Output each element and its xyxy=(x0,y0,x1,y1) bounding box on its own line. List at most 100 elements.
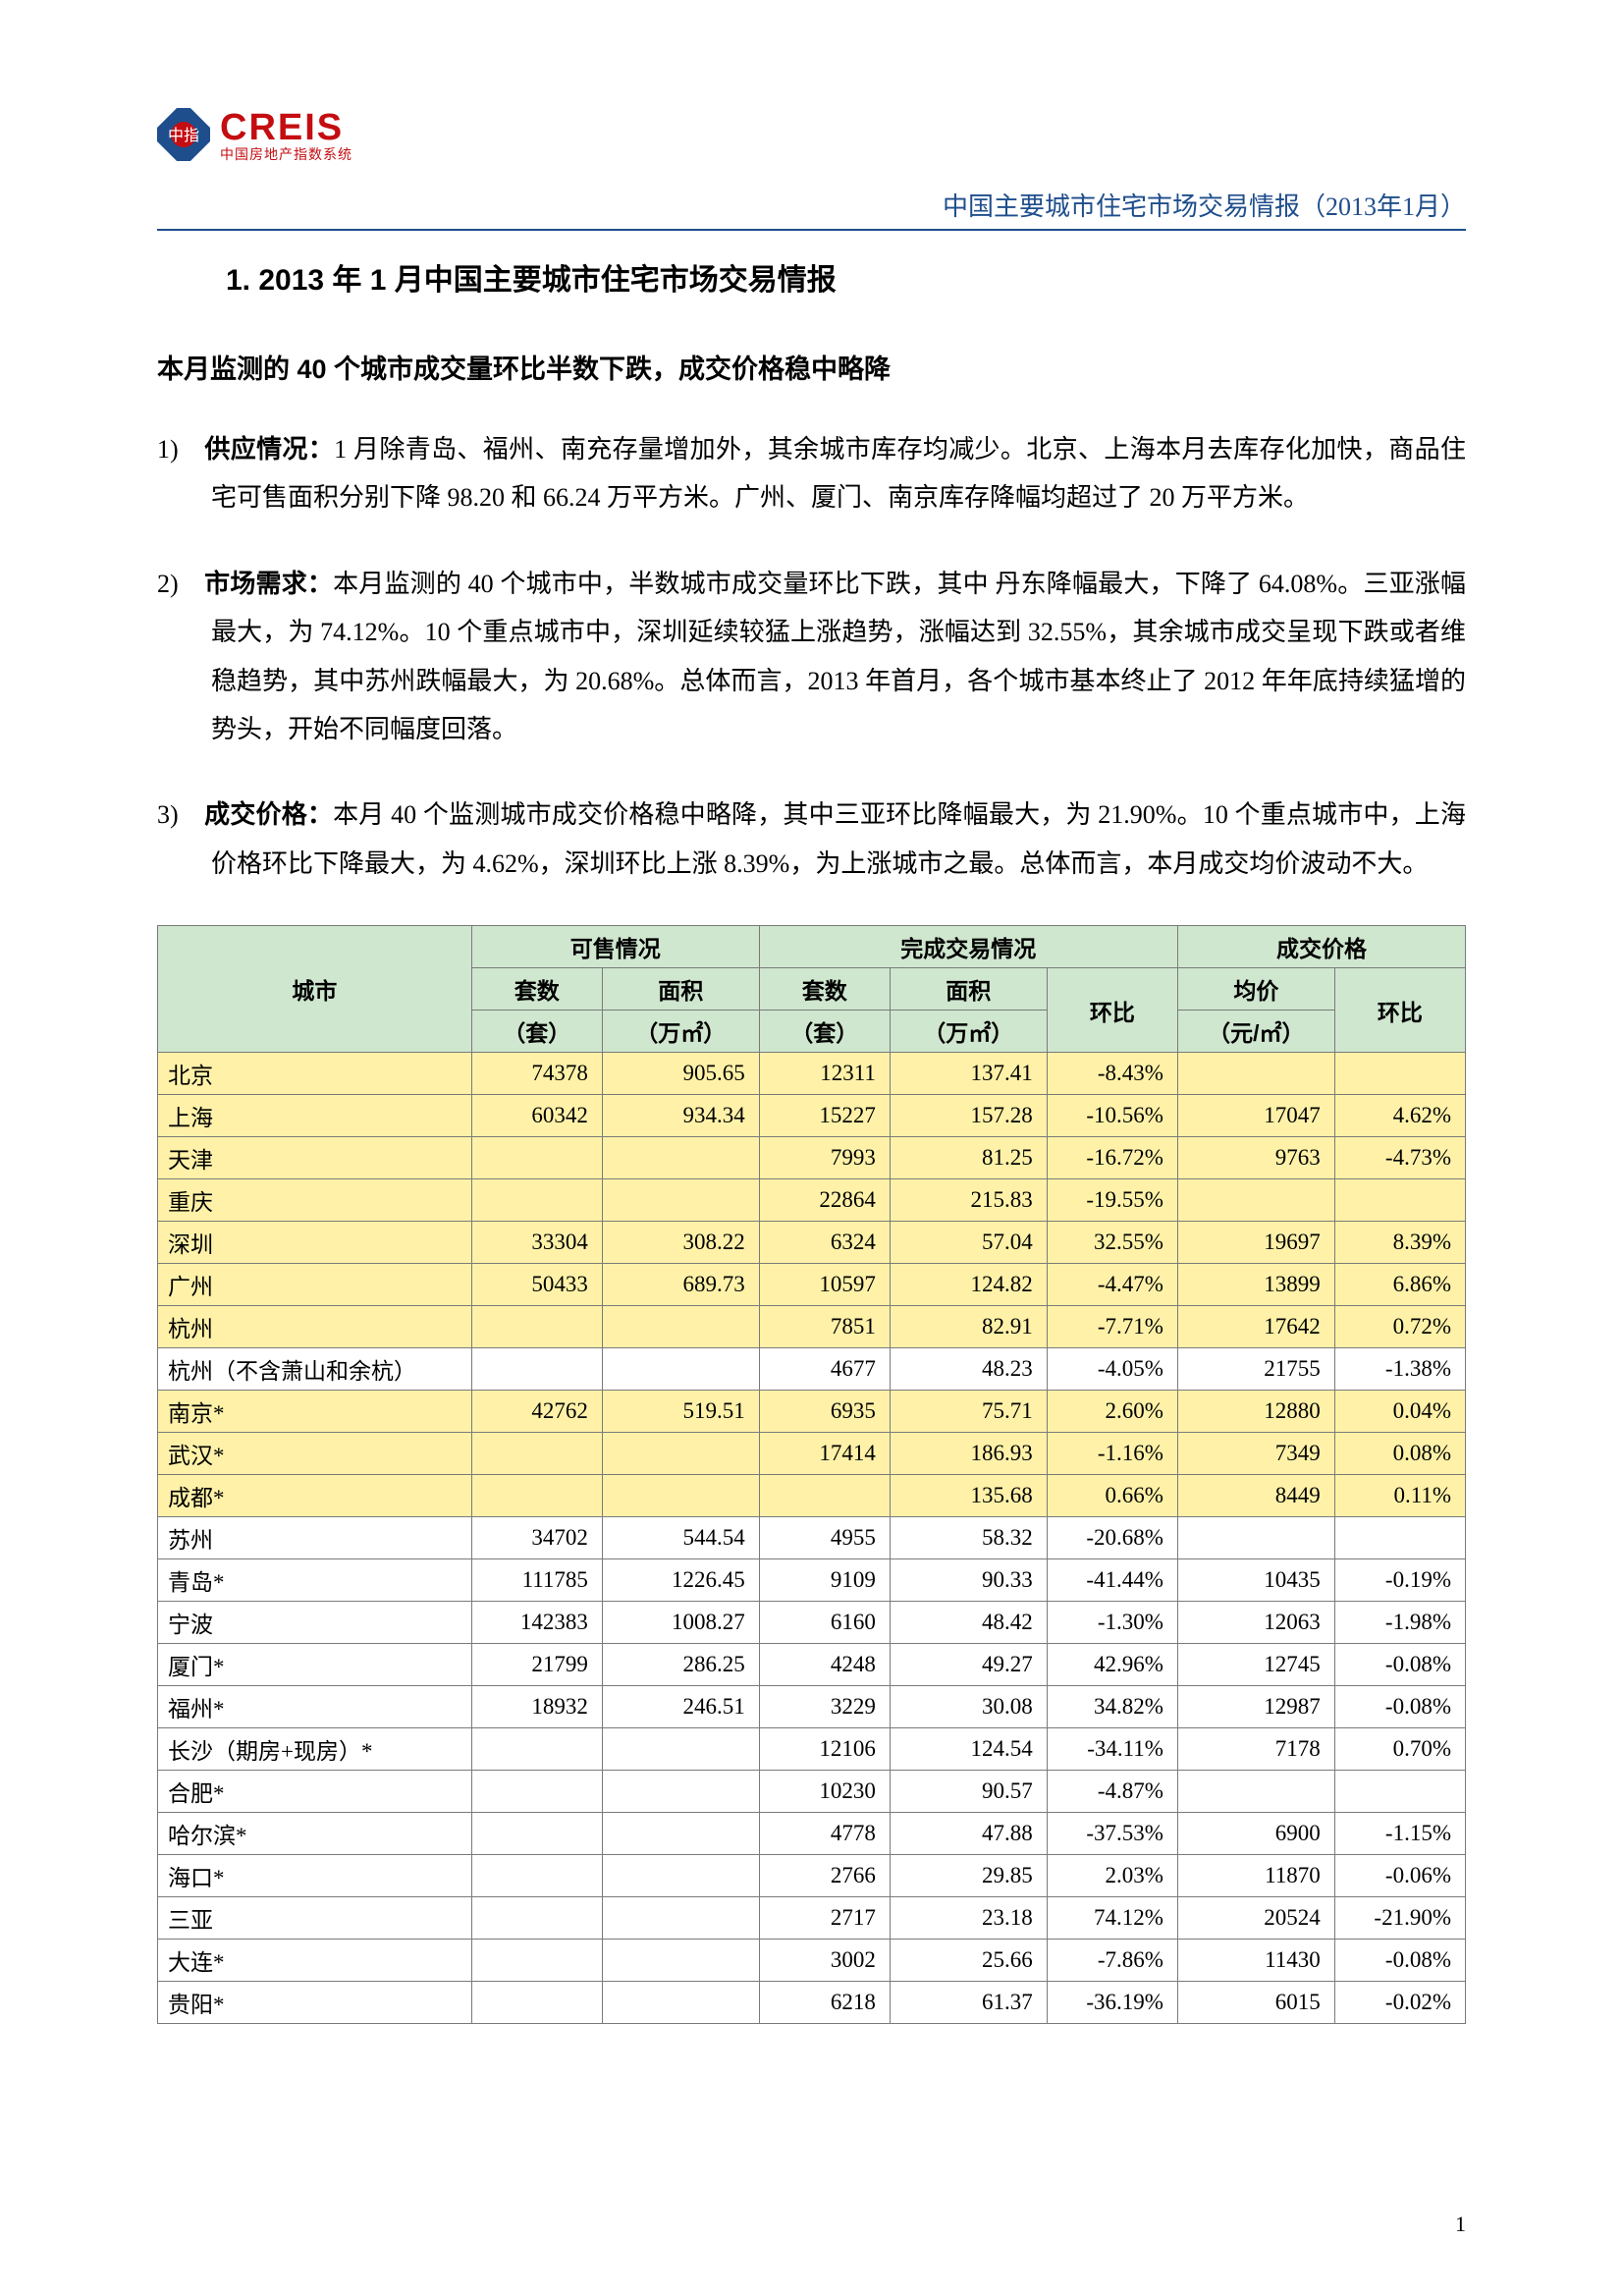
cell-value: 934.34 xyxy=(602,1095,759,1137)
cell-value: 49.27 xyxy=(890,1644,1047,1686)
cell-value: 9763 xyxy=(1177,1137,1334,1179)
cell-value xyxy=(1334,1179,1465,1222)
cell-value: 42.96% xyxy=(1047,1644,1177,1686)
table-row: 广州50433689.7310597124.82-4.47%138996.86% xyxy=(158,1264,1466,1306)
paragraph-label: 成交价格： xyxy=(204,799,333,829)
cell-value xyxy=(602,1855,759,1897)
cell-value xyxy=(471,1179,602,1222)
th-area2-unit: （万㎡） xyxy=(890,1011,1047,1053)
cell-value: 135.68 xyxy=(890,1475,1047,1517)
cell-value: 75.71 xyxy=(890,1391,1047,1433)
table-row: 大连*300225.66-7.86%11430-0.08% xyxy=(158,1940,1466,1982)
cell-value: 61.37 xyxy=(890,1982,1047,2024)
paragraph-text: 本月监测的 40 个城市中，半数城市成交量环比下跌，其中 丹东降幅最大，下降了 … xyxy=(211,570,1466,743)
cell-value: 2717 xyxy=(759,1897,890,1940)
page-number: 1 xyxy=(1455,2212,1466,2237)
cell-value: 10435 xyxy=(1177,1559,1334,1602)
logo-text: CREIS 中国房地产指数系统 xyxy=(220,109,352,165)
cell-value: 0.70% xyxy=(1334,1728,1465,1771)
table-row: 哈尔滨*477847.88-37.53%6900-1.15% xyxy=(158,1813,1466,1855)
cell-value xyxy=(471,1728,602,1771)
cell-value: -8.43% xyxy=(1047,1053,1177,1095)
cell-value: 29.85 xyxy=(890,1855,1047,1897)
th-hb1: 环比 xyxy=(1047,968,1177,1053)
cell-value: 246.51 xyxy=(602,1686,759,1728)
table-row: 南京*42762519.51693575.712.60%128800.04% xyxy=(158,1391,1466,1433)
cell-value: 82.91 xyxy=(890,1306,1047,1348)
cell-value xyxy=(602,1433,759,1475)
table-row: 宁波1423831008.27616048.42-1.30%12063-1.98… xyxy=(158,1602,1466,1644)
cell-value: 124.54 xyxy=(890,1728,1047,1771)
logo: 中指 CREIS 中国房地产指数系统 xyxy=(157,108,352,166)
cell-value: 308.22 xyxy=(602,1222,759,1264)
cell-value: 0.66% xyxy=(1047,1475,1177,1517)
cell-city: 杭州（不含萧山和余杭） xyxy=(158,1348,472,1391)
cell-value: -7.71% xyxy=(1047,1306,1177,1348)
cell-value: 7178 xyxy=(1177,1728,1334,1771)
table-row: 重庆22864215.83-19.55% xyxy=(158,1179,1466,1222)
table-row: 深圳33304308.22632457.0432.55%196978.39% xyxy=(158,1222,1466,1264)
cell-value: 111785 xyxy=(471,1559,602,1602)
cell-value xyxy=(602,1982,759,2024)
cell-value xyxy=(471,1771,602,1813)
cell-value: -37.53% xyxy=(1047,1813,1177,1855)
cell-value: 689.73 xyxy=(602,1264,759,1306)
cell-value: 47.88 xyxy=(890,1813,1047,1855)
cell-value: 6218 xyxy=(759,1982,890,2024)
cell-city: 大连* xyxy=(158,1940,472,1982)
cell-value: -19.55% xyxy=(1047,1179,1177,1222)
cell-value xyxy=(1334,1517,1465,1559)
section-subtitle: 本月监测的 40 个城市成交量环比半数下跌，成交价格稳中略降 xyxy=(157,348,1466,386)
th-hb2: 环比 xyxy=(1334,968,1465,1053)
cell-value xyxy=(602,1306,759,1348)
cell-value: 11870 xyxy=(1177,1855,1334,1897)
cell-value: 137.41 xyxy=(890,1053,1047,1095)
cell-value: 544.54 xyxy=(602,1517,759,1559)
svg-text:中指: 中指 xyxy=(168,127,199,144)
cell-value: 23.18 xyxy=(890,1897,1047,1940)
cell-value: 58.32 xyxy=(890,1517,1047,1559)
table-row: 贵阳*621861.37-36.19%6015-0.02% xyxy=(158,1982,1466,2024)
paragraph: 3)成交价格：本月 40 个监测城市成交价格稳中略降，其中三亚环比降幅最大，为 … xyxy=(157,791,1466,888)
cell-value: 90.57 xyxy=(890,1771,1047,1813)
cell-value: -1.98% xyxy=(1334,1602,1465,1644)
cell-city: 深圳 xyxy=(158,1222,472,1264)
cell-value xyxy=(602,1475,759,1517)
cell-value: 4955 xyxy=(759,1517,890,1559)
cell-value xyxy=(471,1855,602,1897)
cell-value: 74.12% xyxy=(1047,1897,1177,1940)
table-row: 苏州34702544.54495558.32-20.68% xyxy=(158,1517,1466,1559)
cell-value: 12106 xyxy=(759,1728,890,1771)
cell-value: 12745 xyxy=(1177,1644,1334,1686)
cell-value: -16.72% xyxy=(1047,1137,1177,1179)
logo-badge-icon: 中指 xyxy=(157,108,210,166)
table-row: 杭州785182.91-7.71%176420.72% xyxy=(158,1306,1466,1348)
cell-value: -1.16% xyxy=(1047,1433,1177,1475)
paragraph-text: 本月 40 个监测城市成交价格稳中略降，其中三亚环比降幅最大，为 21.90%。… xyxy=(211,800,1466,877)
cell-value: -1.30% xyxy=(1047,1602,1177,1644)
cell-city: 武汉* xyxy=(158,1433,472,1475)
cell-value: 42762 xyxy=(471,1391,602,1433)
cell-value: 57.04 xyxy=(890,1222,1047,1264)
cell-value xyxy=(1177,1179,1334,1222)
cell-value: 7851 xyxy=(759,1306,890,1348)
cell-value: 2.03% xyxy=(1047,1855,1177,1897)
cell-value: 142383 xyxy=(471,1602,602,1644)
th-price: 均价 xyxy=(1177,968,1334,1011)
cell-value: 22864 xyxy=(759,1179,890,1222)
cell-value: -4.47% xyxy=(1047,1264,1177,1306)
table-row: 青岛*1117851226.45910990.33-41.44%10435-0.… xyxy=(158,1559,1466,1602)
table-row: 上海60342934.3415227157.28-10.56%170474.62… xyxy=(158,1095,1466,1137)
cell-city: 宁波 xyxy=(158,1602,472,1644)
cell-value: 12880 xyxy=(1177,1391,1334,1433)
cell-value: 286.25 xyxy=(602,1644,759,1686)
cell-value: 0.11% xyxy=(1334,1475,1465,1517)
paragraph-number: 2) xyxy=(157,560,204,608)
cell-city: 上海 xyxy=(158,1095,472,1137)
cell-value: 1226.45 xyxy=(602,1559,759,1602)
cell-value: 3002 xyxy=(759,1940,890,1982)
cell-value: -1.15% xyxy=(1334,1813,1465,1855)
cell-value: 34.82% xyxy=(1047,1686,1177,1728)
paragraph: 2)市场需求：本月监测的 40 个城市中，半数城市成交量环比下跌，其中 丹东降幅… xyxy=(157,560,1466,754)
cell-value: 9109 xyxy=(759,1559,890,1602)
